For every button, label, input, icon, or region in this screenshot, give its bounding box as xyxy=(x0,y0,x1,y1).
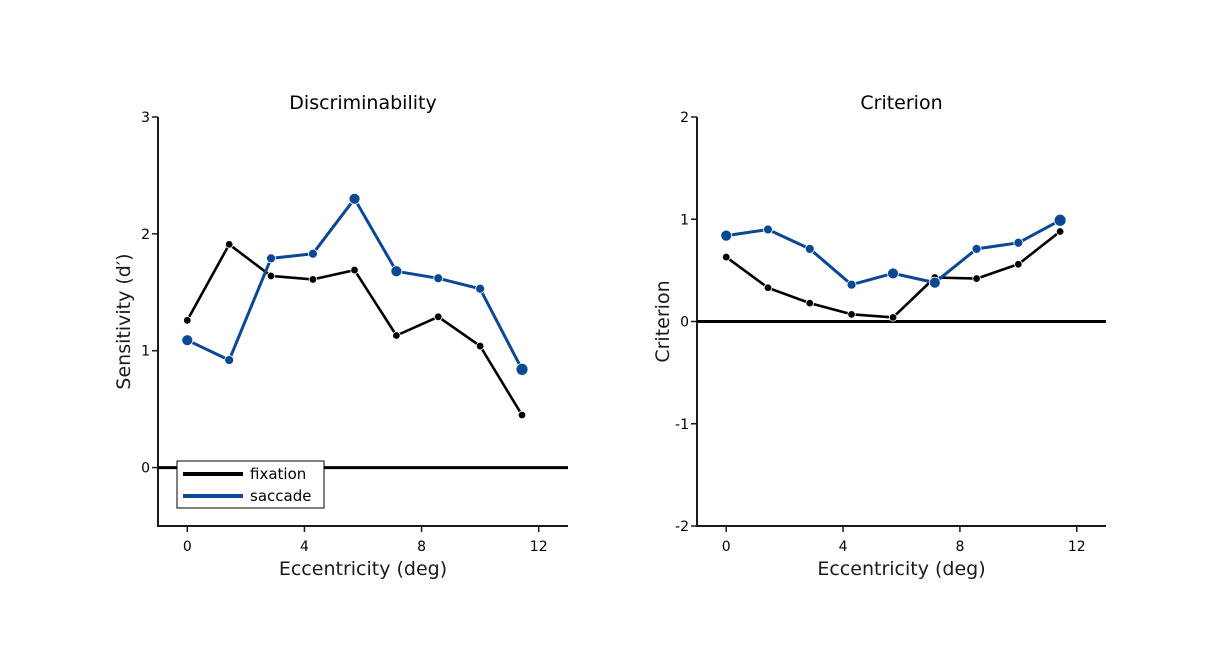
fixation-point xyxy=(434,312,443,322)
fixation-point xyxy=(805,298,814,308)
fixation-point xyxy=(1055,227,1065,236)
y-tick-label: 2 xyxy=(680,110,689,126)
x-tick-label: 0 xyxy=(183,539,192,555)
saccade-point xyxy=(308,248,318,259)
fixation-point xyxy=(392,331,401,340)
saccade-point xyxy=(224,355,235,365)
fixation-point xyxy=(266,271,276,281)
saccade-point xyxy=(475,283,486,294)
fixation-point xyxy=(1014,260,1023,269)
fixation-point xyxy=(972,274,981,283)
saccade-point xyxy=(515,363,529,376)
saccade-point xyxy=(846,279,857,290)
fixation-point xyxy=(763,283,773,292)
y-tick-label: 2 xyxy=(141,227,150,243)
legend: fixation saccade xyxy=(176,460,325,509)
y-tick-label: 1 xyxy=(141,344,150,360)
y-axis-label: Criterion xyxy=(652,280,674,362)
fixation-point xyxy=(183,316,192,325)
y-tick-label: 0 xyxy=(680,315,689,331)
saccade-point xyxy=(1053,213,1067,227)
fixation-point xyxy=(847,310,856,319)
x-tick-label: 4 xyxy=(839,539,848,555)
x-tick-label: 4 xyxy=(300,539,309,555)
y-tick-label: 0 xyxy=(141,461,150,477)
saccade-point xyxy=(1013,237,1024,248)
saccade-point xyxy=(971,244,982,254)
x-tick-label: 0 xyxy=(722,539,731,555)
x-tick-label: 12 xyxy=(1068,539,1086,555)
x-axis-label: Eccentricity (deg) xyxy=(279,558,447,580)
saccade-point xyxy=(928,276,941,289)
saccade-point xyxy=(720,229,733,242)
y-tick-label: 3 xyxy=(141,110,150,126)
x-tick-label: 8 xyxy=(955,539,964,555)
fixation-point xyxy=(722,252,731,262)
saccade-point xyxy=(181,334,194,347)
saccade-point xyxy=(763,224,773,235)
chart-title: Criterion xyxy=(860,92,942,114)
fixation-point xyxy=(308,275,318,284)
fixation-point xyxy=(888,313,898,322)
saccade-point xyxy=(804,244,815,254)
fixation-point xyxy=(475,341,485,351)
chart-title: Discriminability xyxy=(289,92,436,114)
saccade-point xyxy=(266,253,276,264)
saccade-point xyxy=(887,267,899,280)
y-tick-label: -1 xyxy=(675,417,689,433)
y-tick-label: 1 xyxy=(680,212,689,228)
x-axis-label: Eccentricity (deg) xyxy=(817,558,985,580)
saccade-series-line xyxy=(186,197,524,371)
saccade-point xyxy=(348,192,361,205)
legend-label-fixation: fixation xyxy=(250,465,306,483)
legend-label-saccade: saccade xyxy=(250,487,311,505)
fixation-point xyxy=(224,240,234,249)
saccade-point xyxy=(433,273,444,284)
y-tick-label: -2 xyxy=(675,519,689,535)
fixation-point xyxy=(517,410,527,420)
x-tick-label: 8 xyxy=(417,539,426,555)
saccade-point xyxy=(390,265,403,278)
x-tick-label: 12 xyxy=(530,539,548,555)
fixation-point xyxy=(350,265,359,275)
y-axis-label: Sensitivity (d′) xyxy=(113,253,135,389)
legend-box xyxy=(176,460,325,509)
